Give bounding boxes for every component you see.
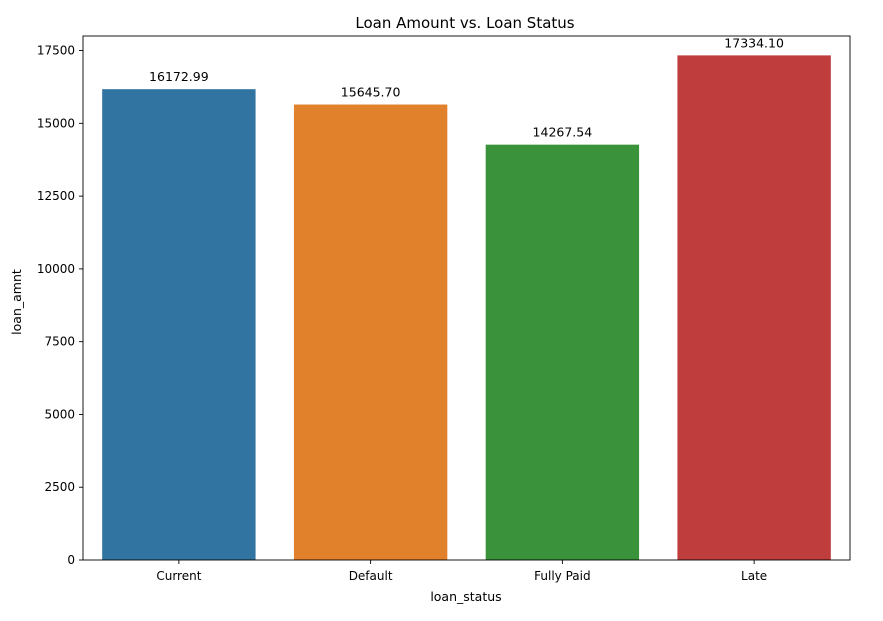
bar-default: [293, 104, 448, 560]
x-tick-label: Current: [156, 569, 201, 583]
bars-group: [102, 55, 831, 561]
bar-value-label: 17334.10: [724, 35, 784, 50]
x-axis-label: loan_status: [430, 589, 501, 604]
bar-value-labels: 16172.99 15645.70 14267.54 17334.10: [149, 35, 784, 139]
bar-value-label: 16172.99: [149, 69, 209, 84]
y-tick-label: 7500: [44, 335, 75, 349]
plot-frame: [82, 35, 851, 561]
y-axis-label: loan_amnt: [9, 269, 24, 335]
bar-late: [677, 55, 831, 560]
y-tick-label: 17500: [37, 44, 75, 58]
x-tick-label: Late: [741, 569, 767, 583]
x-tick-label: Fully Paid: [534, 569, 590, 583]
y-tick-label: 5000: [44, 407, 75, 421]
y-tick-label: 2500: [44, 480, 75, 494]
y-tick-label: 12500: [37, 189, 75, 203]
bar-value-label: 14267.54: [533, 125, 593, 140]
bar-fully-paid: [485, 144, 640, 560]
y-tick-label: 15000: [37, 116, 75, 130]
chart-title: Loan Amount vs. Loan Status: [355, 14, 574, 32]
x-tick-label: Default: [349, 569, 393, 583]
x-axis: Current Default Fully Paid Late: [156, 560, 767, 583]
y-tick-label: 0: [67, 553, 75, 567]
y-axis: 0 2500 5000 7500 10000 12500 15000 17500: [37, 44, 83, 567]
bar-value-label: 15645.70: [341, 85, 401, 100]
y-tick-label: 10000: [37, 262, 75, 276]
bar-current: [102, 89, 256, 561]
